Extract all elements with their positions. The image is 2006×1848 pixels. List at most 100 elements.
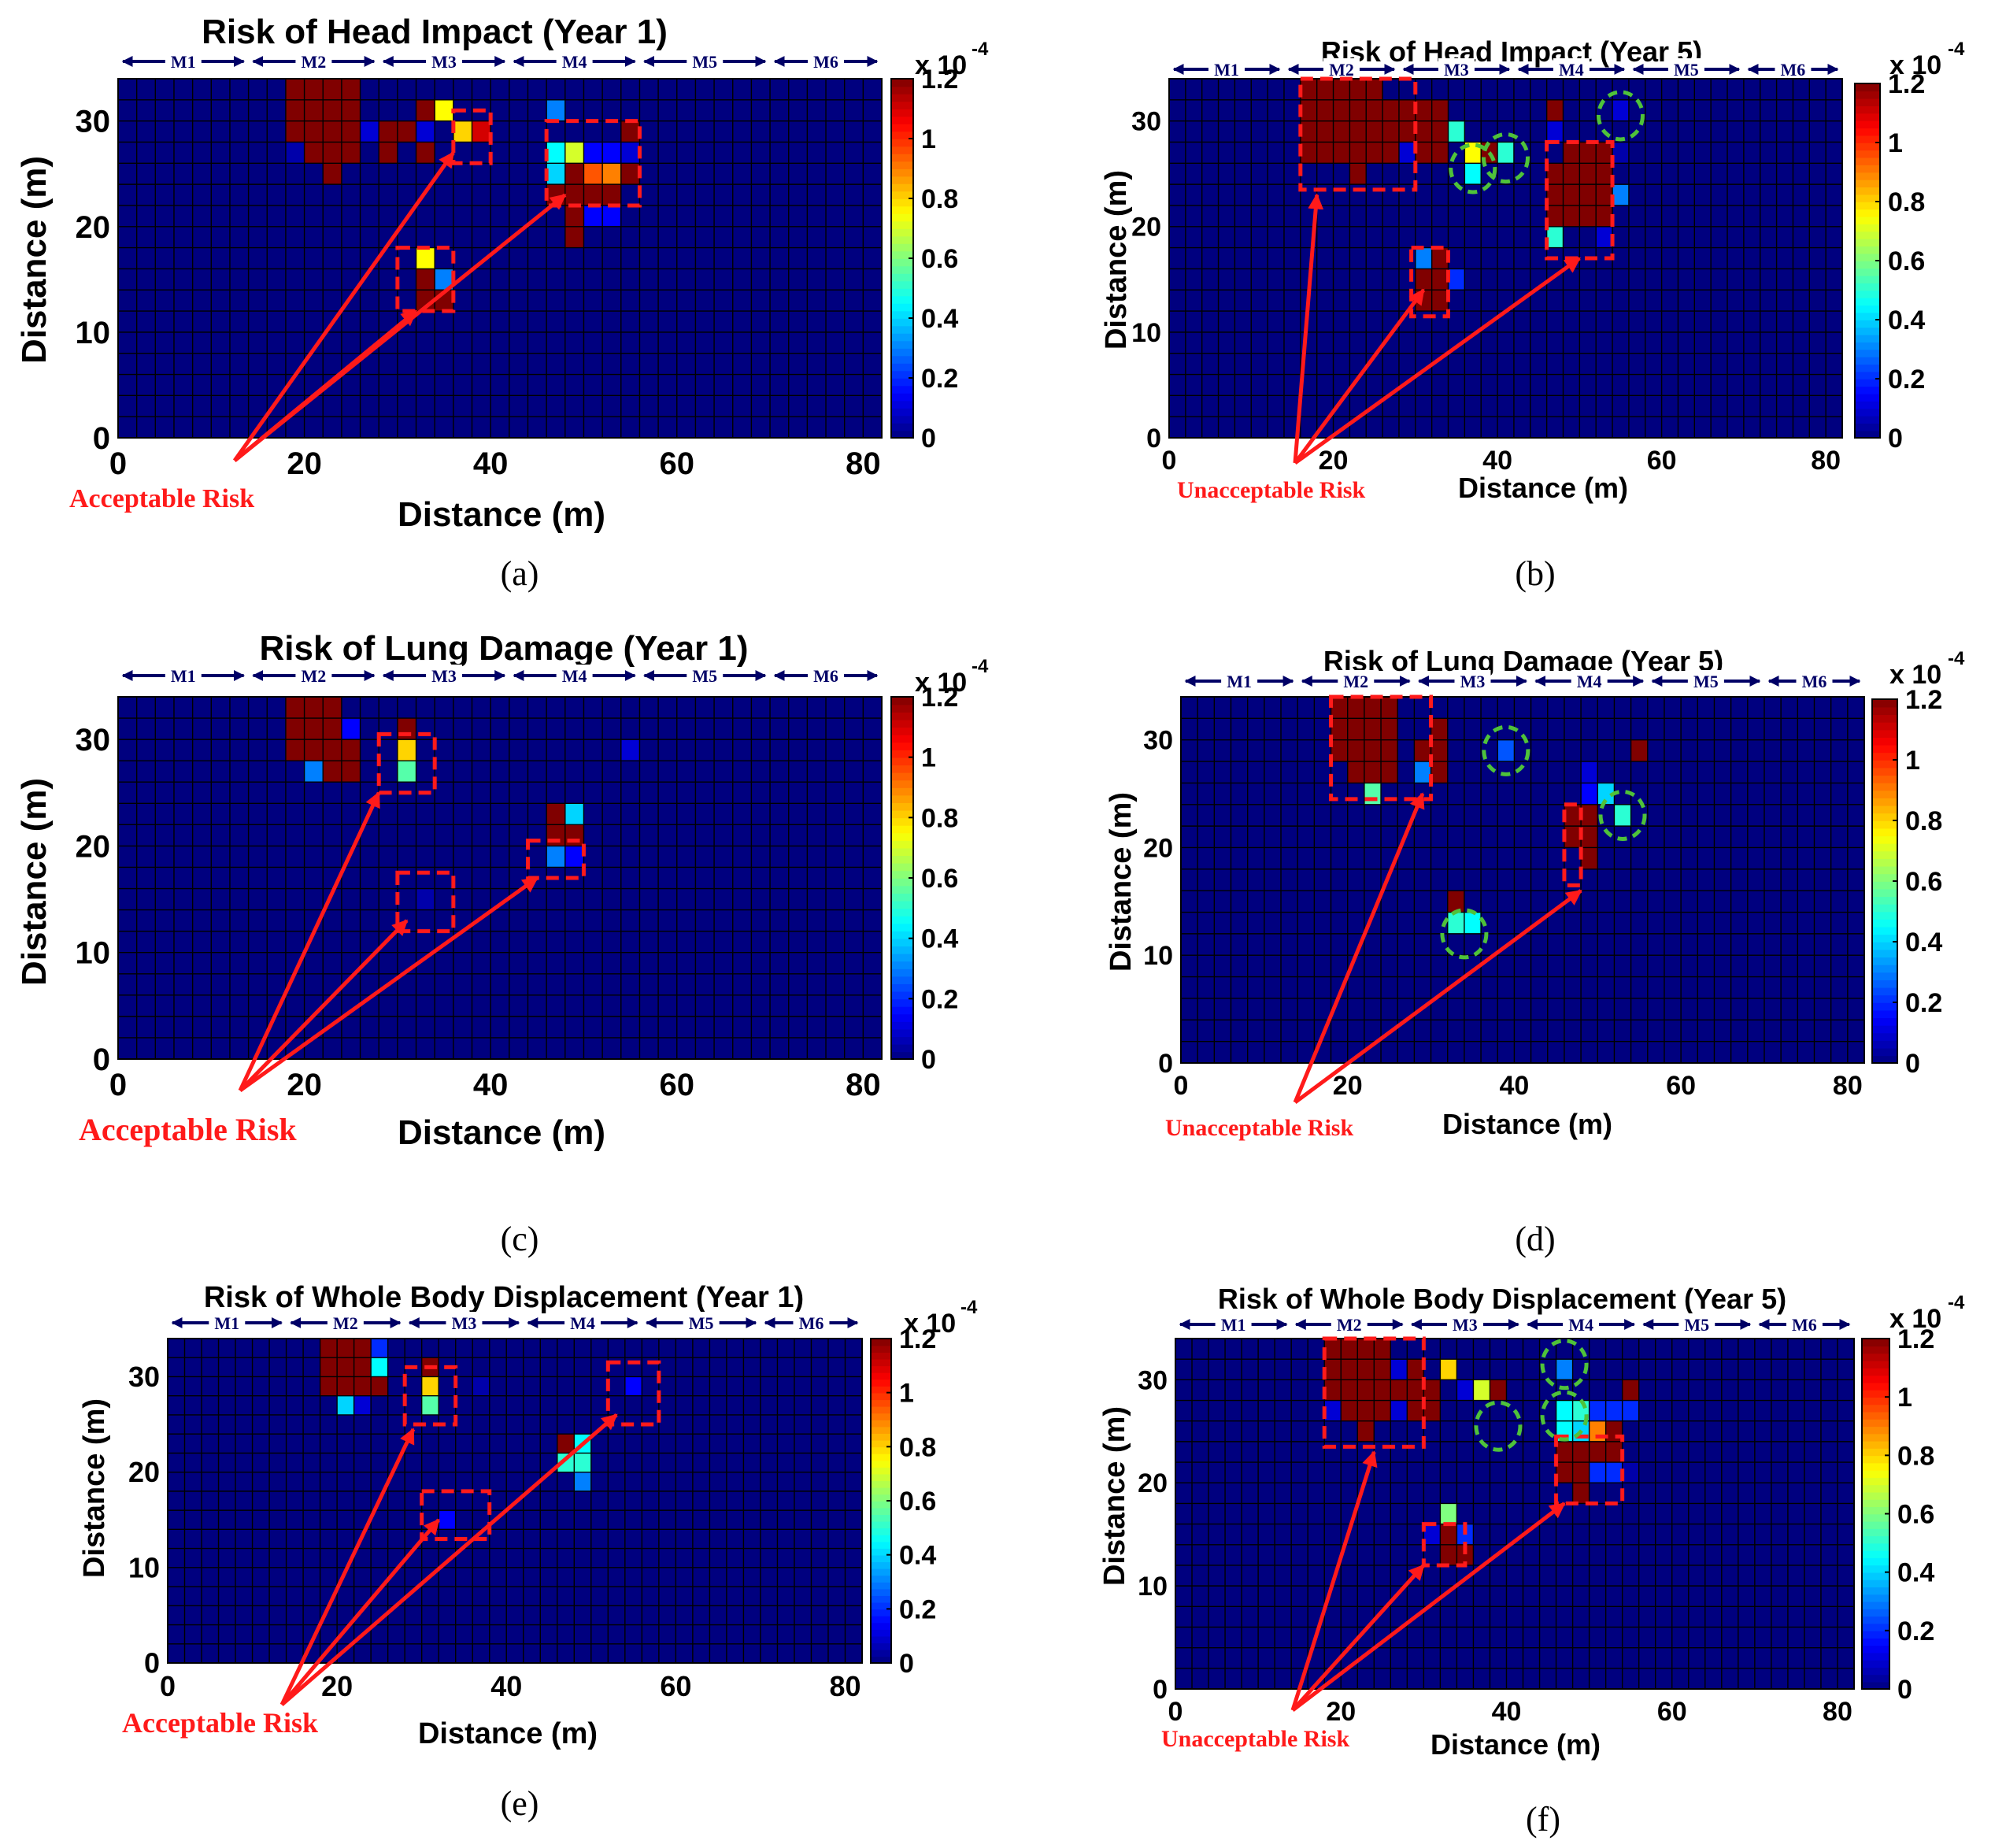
heatmap-cell (1364, 739, 1382, 762)
x-tick-label: 40 (1500, 1071, 1530, 1101)
heatmap-cell (285, 79, 305, 100)
risk-highlight-box (376, 731, 437, 795)
x-tick-label: 0 (1168, 1697, 1183, 1727)
heatmap-cell (1347, 718, 1364, 740)
heatmap-cell (1357, 1400, 1375, 1421)
heatmap-cell (1572, 1483, 1590, 1504)
heatmap-cell (564, 846, 584, 868)
risk-highlight-box (1562, 802, 1583, 887)
module-label: M1 (171, 52, 196, 72)
colorbar: 0 0.2 0.4 0.6 0.8 1 1.2 (870, 1324, 936, 1679)
x-tick-label: 80 (846, 1068, 881, 1102)
heatmap-cell (1572, 1462, 1590, 1483)
colorbar-tick-label: 0.2 (1897, 1617, 1934, 1646)
heatmap-cell (1596, 142, 1613, 164)
x-tick-label: 60 (1657, 1697, 1687, 1727)
heatmap-cell (1556, 1462, 1573, 1483)
y-axis-label: Distance (m) (15, 778, 54, 986)
heatmap-cell (1597, 783, 1615, 805)
heatmap-cell (546, 99, 565, 121)
heatmap-cell (1612, 99, 1629, 121)
risk-annotation-label: Unacceptable Risk (1165, 1115, 1353, 1141)
heatmap-cell (1341, 1339, 1358, 1360)
heatmap-cell (1596, 163, 1613, 185)
risk-circle (1596, 90, 1645, 142)
module-label: M6 (813, 52, 838, 72)
heatmap-cell (1456, 1380, 1474, 1401)
heatmap-cell (1456, 1544, 1474, 1565)
heatmap-cell (1333, 79, 1350, 100)
heatmap-cell (1415, 247, 1432, 269)
heatmap-cell (1581, 847, 1598, 869)
colorbar-tick-label: 0.8 (921, 803, 958, 833)
heatmap-cell (602, 184, 621, 206)
risk-arrow (1293, 288, 1426, 465)
chart-title: Risk of Head Impact (Year 5) (1321, 35, 1702, 68)
heatmap-cell (1564, 826, 1582, 848)
risk-arrow (1293, 792, 1425, 1103)
heatmap-cell (323, 120, 342, 143)
heatmap-cell (1431, 142, 1449, 164)
colorbar-tick-label: 0.4 (1897, 1558, 1934, 1588)
heatmap-cell (1381, 718, 1398, 740)
heatmap-cell (583, 205, 603, 227)
x-axis-label: Distance (m) (398, 1113, 605, 1152)
heatmap-cell (320, 1376, 338, 1396)
heatmap-cell (557, 1434, 575, 1454)
colorbar-tick-label: 0 (1905, 1049, 1920, 1079)
colorbar-tick-label: 1.2 (921, 65, 958, 94)
risk-arrow (238, 791, 381, 1092)
risk-annotations (1290, 1336, 1625, 1712)
heatmap-cell (1622, 1462, 1639, 1483)
colorbar-tick-label: 0.4 (899, 1541, 936, 1571)
heatmap-cell (1546, 205, 1564, 227)
heatmap-cell (546, 142, 565, 164)
y-ticks: 0 10 20 30 (1131, 107, 1161, 454)
heatmap-cell (1581, 783, 1598, 805)
module-label: M4 (562, 666, 587, 686)
risk-annotation-label: Acceptable Risk (69, 484, 254, 513)
risk-arrow (239, 876, 539, 1093)
risk-highlight-box (395, 246, 456, 313)
risk-arrow (280, 1518, 441, 1706)
risk-annotations (1293, 694, 1647, 1105)
plot-background (1175, 1339, 1854, 1689)
colorbar-tick-label: 0.6 (1897, 1500, 1934, 1530)
heatmap-cell (1357, 1380, 1375, 1401)
module-label: M3 (431, 666, 457, 686)
module-label: M2 (1337, 1315, 1362, 1335)
module-label: M1 (1221, 1315, 1246, 1335)
y-axis-label: Distance (m) (1105, 792, 1138, 972)
heatmap-cell (435, 99, 453, 121)
heatmap-cell (1341, 1400, 1358, 1421)
x-tick-label: 60 (660, 1670, 691, 1702)
y-axis-label: Distance (m) (15, 156, 54, 364)
subplot-caption: (b) (1515, 554, 1555, 593)
y-tick-label: 20 (1143, 833, 1173, 863)
colorbar-tick-label: 0.2 (921, 984, 958, 1014)
heatmap-cell (320, 1357, 338, 1377)
colorbar-tick-label: 1.2 (921, 683, 958, 713)
module-strip: M1 M2 M3 M4 M5 M6 (121, 50, 879, 72)
heatmap-cell (1563, 142, 1580, 164)
heatmap-cell (1415, 99, 1432, 121)
heatmap-cell (1612, 184, 1629, 206)
heatmap-cell (1430, 761, 1448, 783)
heatmap-cell (1497, 142, 1514, 164)
heatmap-cell (1381, 761, 1398, 783)
risk-highlight-box (1545, 139, 1615, 261)
colorbar-tick-label: 0.8 (1897, 1441, 1934, 1471)
plot-frame (117, 78, 883, 439)
module-label: M3 (431, 52, 457, 72)
heatmap-cell (416, 142, 435, 164)
risk-highlight-box (451, 108, 493, 165)
heatmap-cell (624, 1376, 642, 1396)
heatmap-cells (1175, 1338, 1855, 1690)
x-tick-label: 60 (660, 1068, 695, 1102)
heatmap-cell (1316, 142, 1334, 164)
heatmap-cell (1440, 1544, 1457, 1565)
colorbar: 0 0.2 0.4 0.6 0.8 1 1.2 (890, 683, 958, 1075)
heatmap-cell (1374, 1359, 1391, 1380)
heatmap-cell (1300, 142, 1317, 164)
